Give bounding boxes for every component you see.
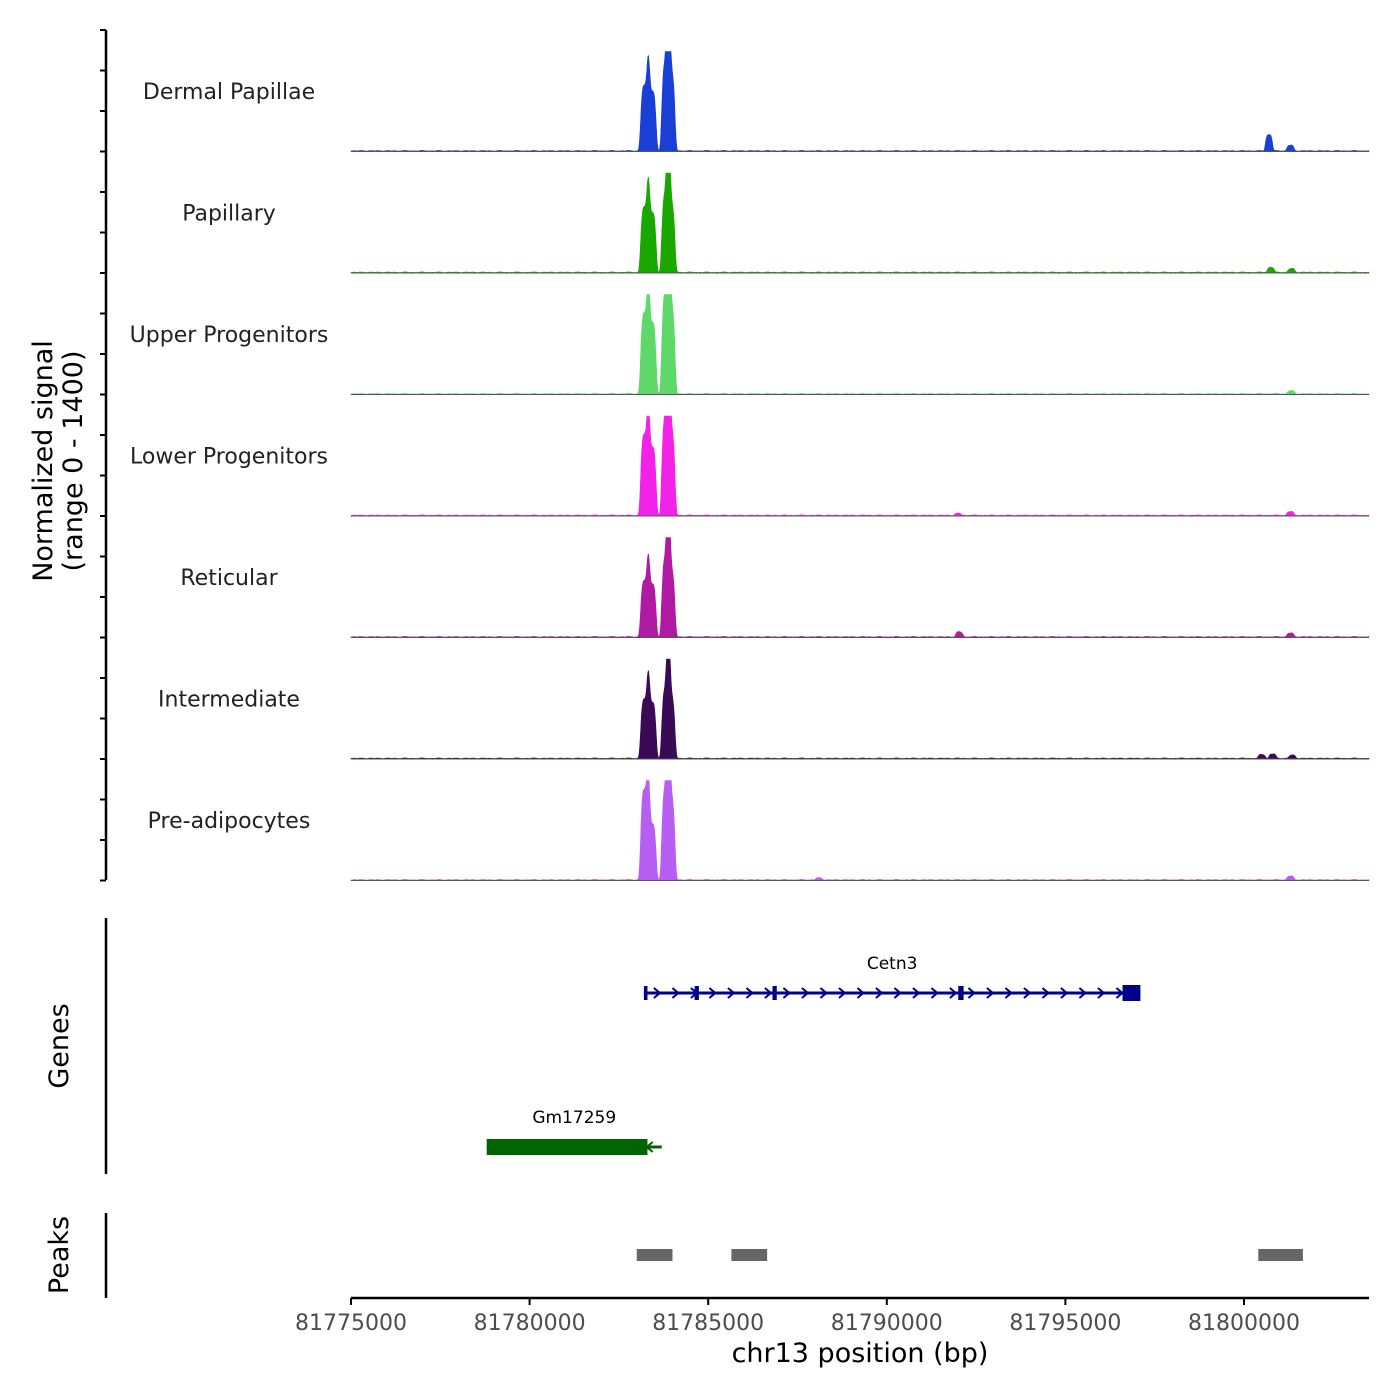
y-axis-title-line2: (range 0 - 1400) (58, 351, 89, 572)
strand-arrow (1004, 987, 1013, 999)
signal-track: Intermediate (158, 658, 1370, 760)
x-tick-label: 81790000 (831, 1311, 943, 1336)
strand-arrow (819, 987, 828, 999)
x-tick-label: 81775000 (295, 1311, 407, 1336)
track-label: Papillary (182, 202, 276, 227)
x-tick-label: 81785000 (652, 1311, 764, 1336)
x-tick-label: 81795000 (1009, 1311, 1121, 1336)
strand-arrow (1097, 987, 1106, 999)
strand-arrow (782, 987, 791, 999)
x-tick-label: 81800000 (1188, 1311, 1300, 1336)
strand-arrow (1023, 987, 1032, 999)
strand-arrow (1060, 987, 1069, 999)
strand-arrow (930, 987, 939, 999)
signal-track: Upper Progenitors (130, 294, 1370, 395)
peak-region (731, 1249, 768, 1261)
strand-arrow (949, 987, 958, 999)
signal-area (350, 172, 1370, 274)
gene-Cetn3: Cetn3 (643, 954, 1141, 1001)
signal-track: Reticular (180, 537, 1370, 638)
peak-region (636, 1249, 673, 1261)
y-axis-title-line1: Normalized signal (28, 340, 59, 582)
track-label: Reticular (180, 566, 278, 591)
signal-area (350, 294, 1370, 395)
strand-arrow (653, 987, 662, 999)
strand-arrow (838, 987, 847, 999)
gene-label: Cetn3 (867, 954, 918, 974)
strand-arrow (801, 987, 810, 999)
strand-arrow (967, 987, 976, 999)
exon (694, 986, 699, 1000)
track-label: Pre-adipocytes (148, 809, 311, 834)
signal-area (350, 537, 1370, 638)
track-label: Upper Progenitors (130, 323, 329, 348)
exon (958, 986, 964, 1000)
signal-track: Papillary (182, 172, 1370, 274)
peak-region (1258, 1249, 1303, 1261)
strand-arrow (745, 987, 754, 999)
x-axis: 81775000 81780000 81785000 81790000 81795000… (295, 1296, 1369, 1336)
peaks-panel (104, 1213, 1303, 1298)
track-label: Lower Progenitors (130, 445, 328, 470)
genes-axis-title: Genes (44, 1003, 75, 1088)
signal-track: Dermal Papillae (143, 51, 1370, 152)
signal-track: Lower Progenitors (130, 415, 1370, 517)
track-label: Intermediate (158, 688, 300, 713)
peaks-axis-title: Peaks (44, 1216, 75, 1294)
exon (1122, 985, 1141, 1001)
signal-track: Pre-adipocytes (148, 780, 1370, 881)
strand-arrow (875, 987, 884, 999)
signal-panel: Dermal Papillae Papillary Upper Progenitor… (100, 29, 1370, 882)
signal-area (350, 415, 1370, 517)
strand-arrow (912, 987, 921, 999)
gene-label: Gm17259 (532, 1108, 616, 1128)
signal-area (350, 658, 1370, 760)
strand-arrow (727, 987, 736, 999)
exon (486, 1139, 648, 1155)
strand-arrow (856, 987, 865, 999)
x-tick-label: 81780000 (474, 1311, 586, 1336)
strand-arrow (1041, 987, 1050, 999)
exon (643, 986, 648, 1000)
strand-arrow (1078, 987, 1087, 999)
signal-area (350, 780, 1370, 881)
exon (772, 986, 777, 1000)
strand-arrow (986, 987, 995, 999)
signal-area (350, 51, 1370, 152)
strand-arrow (764, 987, 773, 999)
strand-arrow (671, 987, 680, 999)
strand-arrow (708, 987, 717, 999)
strand-arrow (893, 987, 902, 999)
strand-arrow (1115, 987, 1124, 999)
track-label: Dermal Papillae (143, 80, 315, 105)
gene-Gm17259: Gm17259 (486, 1108, 662, 1155)
x-axis-title: chr13 position (bp) (732, 1338, 989, 1369)
genes-panel: Cetn3 Gm17259 (104, 918, 1141, 1174)
